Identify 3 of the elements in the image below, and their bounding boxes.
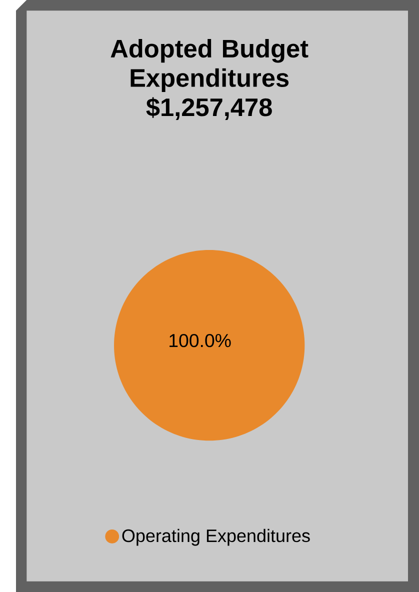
data-label: 100.0%: [170, 334, 231, 348]
chart-title: Adopted Budget Expenditures $1,257,478: [110, 39, 308, 120]
legend-label: Operating Expenditures: [122, 528, 310, 546]
